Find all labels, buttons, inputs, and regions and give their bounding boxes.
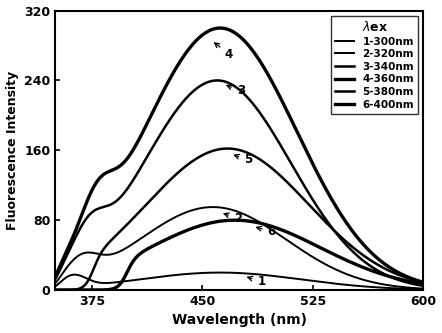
Text: 4: 4 (215, 43, 233, 61)
Text: 2: 2 (224, 212, 242, 225)
Text: 3: 3 (227, 84, 245, 98)
Text: 5: 5 (234, 154, 252, 166)
X-axis label: Wavelength (nm): Wavelength (nm) (172, 313, 307, 327)
Text: 1: 1 (248, 275, 266, 288)
Y-axis label: Fluorescence Intensity: Fluorescence Intensity (6, 71, 19, 230)
Legend: 1-300nm, 2-320nm, 3-340nm, 4-360nm, 5-380nm, 6-400nm: 1-300nm, 2-320nm, 3-340nm, 4-360nm, 5-38… (331, 16, 418, 114)
Text: 6: 6 (256, 225, 276, 238)
